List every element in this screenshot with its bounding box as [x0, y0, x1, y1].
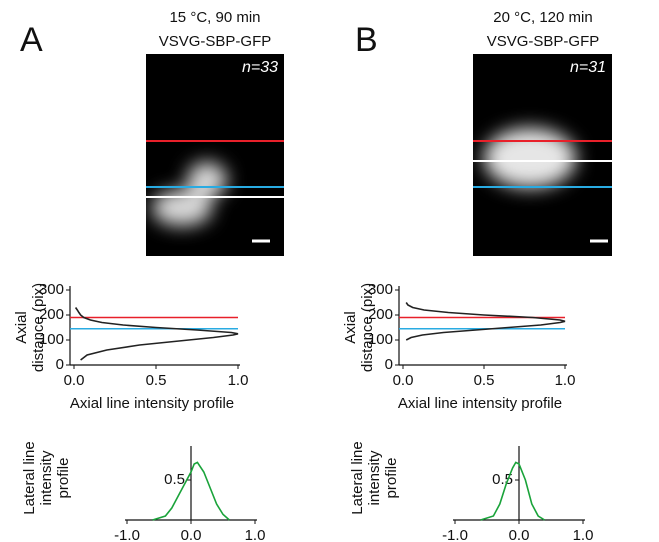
profile-line: [405, 302, 566, 341]
x-tick-label: -1.0: [442, 527, 468, 542]
panel-label: A: [20, 21, 43, 59]
n-label: n=33: [242, 59, 278, 76]
x-axis-label: Axial line intensity profile: [398, 395, 562, 412]
x-tick-label: 1.0: [573, 527, 594, 542]
y-tick-label: 0.5: [492, 471, 513, 488]
y-tick-label: 0: [385, 356, 393, 373]
micrograph: [146, 54, 284, 256]
panel-subtitle: VSVG-SBP-GFP: [159, 33, 272, 50]
panel-label: B: [355, 21, 378, 59]
y-axis-label: Axial: [342, 311, 359, 344]
micrograph: [473, 54, 612, 256]
y-tick-label: 0: [56, 356, 64, 373]
y-tick-label: 300: [368, 281, 393, 298]
y-axis-label: intensity: [38, 450, 55, 506]
panel-title: 20 °C, 120 min: [493, 9, 592, 26]
n-label: n=31: [570, 59, 606, 76]
y-tick-label: 300: [39, 281, 64, 298]
x-tick-label: 0.5: [146, 372, 167, 389]
x-tick-label: 0.0: [509, 527, 530, 542]
y-axis-label: profile: [55, 458, 72, 499]
x-tick-label: 1.0: [228, 372, 249, 389]
x-tick-label: -1.0: [114, 527, 140, 542]
y-tick-label: 200: [368, 306, 393, 323]
panel-subtitle: VSVG-SBP-GFP: [487, 33, 600, 50]
y-tick-label: 200: [39, 306, 64, 323]
y-tick-label: 100: [368, 331, 393, 348]
x-tick-label: 1.0: [245, 527, 266, 542]
y-tick-label: 100: [39, 331, 64, 348]
y-axis-label: Lateral line: [21, 441, 38, 514]
x-tick-label: 0.0: [181, 527, 202, 542]
y-axis-label: distance (pix): [30, 283, 47, 372]
profile-line: [74, 307, 239, 361]
profile-line: [480, 461, 546, 521]
x-tick-label: 0.5: [474, 372, 495, 389]
y-axis-label: profile: [383, 458, 400, 499]
x-axis-label: Axial line intensity profile: [70, 395, 234, 412]
x-tick-label: 0.0: [393, 372, 414, 389]
x-tick-label: 0.0: [64, 372, 85, 389]
x-tick-label: 1.0: [555, 372, 576, 389]
y-axis-label: intensity: [366, 450, 383, 506]
profile-line: [152, 461, 230, 521]
y-axis-label: distance (pix): [359, 283, 376, 372]
panel-title: 15 °C, 90 min: [169, 9, 260, 26]
y-axis-label: Lateral line: [349, 441, 366, 514]
y-tick-label: 0.5: [164, 471, 185, 488]
y-axis-label: Axial: [13, 311, 30, 344]
